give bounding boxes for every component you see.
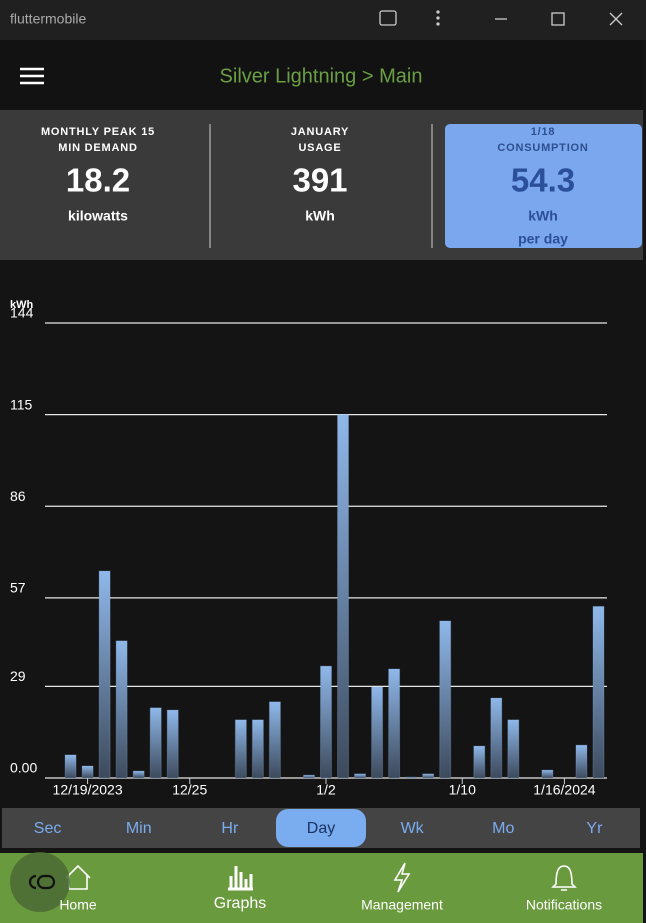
bar	[320, 665, 332, 779]
card-label: CONSUMPTION	[497, 142, 588, 154]
card-label: MONTHLY PEAK 15	[41, 126, 155, 138]
bar	[115, 640, 128, 779]
card-label: MIN DEMAND	[58, 142, 138, 154]
nav-label[interactable]: Graphs	[214, 895, 266, 912]
bar	[371, 686, 384, 779]
bar	[507, 719, 520, 779]
bar	[98, 570, 111, 779]
x-tick-label: 1/16/2024	[533, 782, 595, 798]
card-unit: kWh	[528, 208, 558, 224]
bar	[268, 701, 281, 779]
x-tick-label: 12/19/2023	[53, 782, 123, 798]
app-title: Silver Lightning > Main	[220, 65, 423, 87]
bottom-nav	[0, 853, 643, 923]
bar	[422, 773, 435, 779]
card-label: 1/18	[531, 126, 556, 138]
tab-label[interactable]: Min	[126, 820, 152, 837]
bar	[234, 719, 247, 779]
nav-label[interactable]: Home	[59, 897, 97, 913]
selected-card[interactable]	[445, 124, 642, 248]
bar	[439, 620, 452, 779]
tab-label[interactable]: Hr	[221, 820, 239, 837]
y-tick-label: 0.00	[10, 760, 37, 776]
app-bar	[0, 40, 643, 110]
y-tick-label: 57	[10, 580, 26, 596]
x-tick-label: 12/25	[172, 782, 207, 798]
window-title: fluttermobile	[10, 11, 86, 27]
tab-label[interactable]: Wk	[401, 820, 425, 837]
card-unit: kWh	[305, 208, 335, 224]
floating-button[interactable]	[10, 852, 70, 912]
tab-label[interactable]: Day	[307, 820, 335, 837]
y-tick-label: 86	[10, 488, 26, 504]
card-unit: per day	[518, 231, 568, 247]
tab-label[interactable]: Sec	[34, 820, 62, 837]
y-tick-label: 29	[10, 668, 26, 684]
bar	[64, 754, 77, 779]
x-tick-label: 1/10	[449, 782, 476, 798]
card-label: JANUARY	[291, 126, 349, 138]
card-value: 391	[292, 162, 347, 199]
window-controls[interactable]	[379, 10, 623, 26]
card-label: USAGE	[298, 142, 341, 154]
tab-selected[interactable]	[276, 809, 366, 847]
menu-button[interactable]	[20, 67, 44, 85]
bar	[575, 744, 588, 779]
bar	[251, 719, 264, 779]
y-axis-label: kWh	[10, 299, 34, 311]
bar	[81, 765, 94, 779]
card-unit: kilowatts	[68, 208, 128, 224]
x-tick-label: 1/2	[316, 782, 336, 798]
bar	[302, 774, 315, 779]
y-tick-label: 144	[10, 305, 34, 321]
bar	[132, 770, 145, 779]
bar	[490, 697, 503, 779]
bar	[354, 773, 367, 779]
floating-button-icon	[28, 874, 56, 890]
bar	[388, 668, 401, 779]
nav-label[interactable]: Notifications	[526, 897, 602, 913]
bar	[592, 605, 605, 779]
tab-label[interactable]: Yr	[586, 820, 603, 837]
nav-label[interactable]: Management	[361, 897, 443, 913]
y-tick-label: 115	[10, 396, 33, 412]
bar	[473, 745, 486, 779]
bar	[337, 414, 350, 779]
bar	[405, 776, 418, 779]
bar	[541, 769, 554, 779]
bar	[149, 707, 162, 779]
title-bar	[0, 0, 646, 40]
card-value: 18.2	[66, 162, 130, 199]
bar	[166, 709, 179, 779]
tab-label[interactable]: Mo	[492, 820, 514, 837]
card-value: 54.3	[511, 162, 575, 199]
